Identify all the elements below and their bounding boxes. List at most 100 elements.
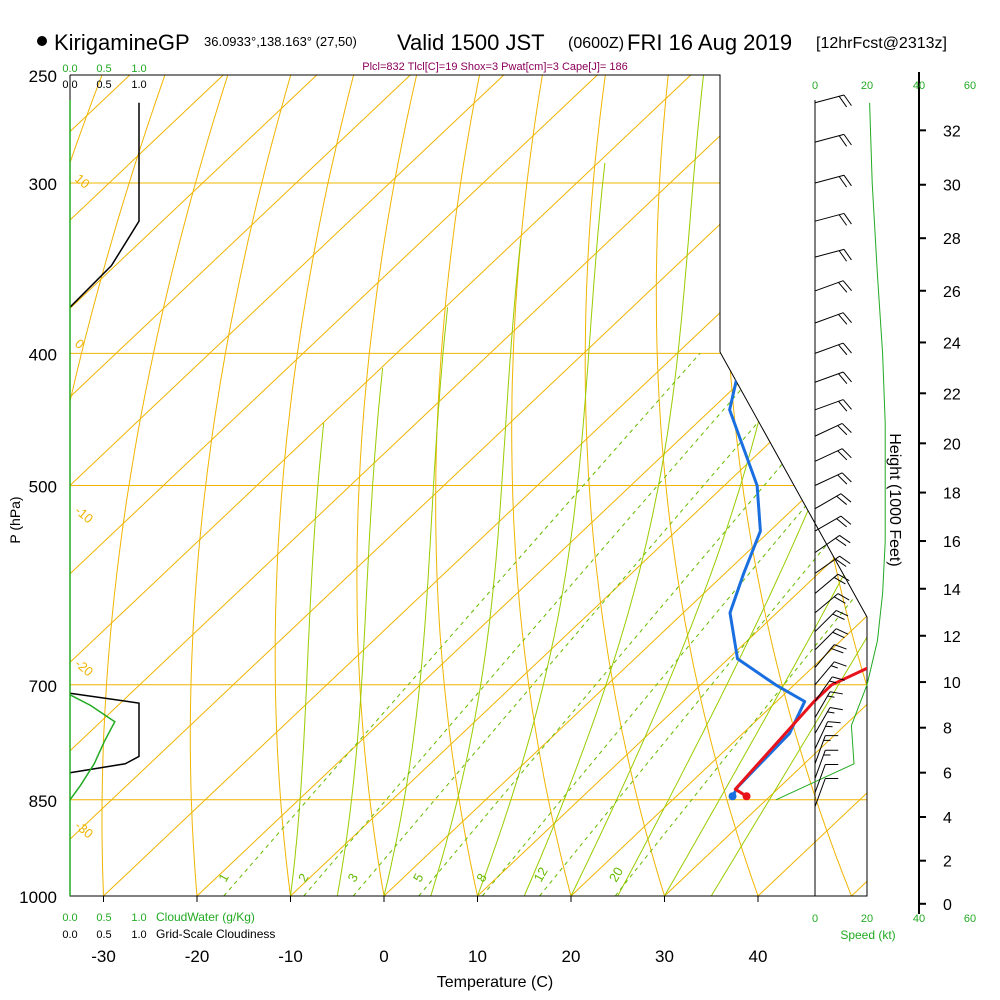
pressure-tick-label: 500 xyxy=(29,478,57,497)
side-panels xyxy=(69,94,886,896)
wind-barb xyxy=(814,610,849,633)
wind-barb xyxy=(814,555,851,574)
cloudwater-scale-top-1: 0.5 xyxy=(96,63,111,75)
dry-adiabat-line xyxy=(856,75,867,896)
station-name: KirigamineGP xyxy=(54,30,190,55)
valid-zulu: (0600Z) xyxy=(568,35,624,52)
dry-adiabat-line xyxy=(511,75,572,896)
wind-barb-flag xyxy=(841,472,852,483)
wind-barb xyxy=(814,94,852,108)
surface-temperature-marker xyxy=(742,792,751,801)
moist-adiabat-line xyxy=(617,75,867,896)
cloudiness-scale-bottom-1: 0.5 xyxy=(96,929,111,941)
isotherm-line xyxy=(70,75,224,896)
wind-barb-flag xyxy=(838,96,848,108)
isotherm-line xyxy=(70,75,505,896)
height-tick-label: 4 xyxy=(943,810,952,827)
cloudwater-scale-bottom-0: 0.0 xyxy=(62,912,77,924)
wind-barb-flag xyxy=(832,676,845,681)
wind-barb-flag xyxy=(834,661,847,667)
wind-speed-line xyxy=(775,102,886,801)
temp-tick-label: 0 xyxy=(379,947,388,966)
station-coords: 36.0933°,138.163° (27,50) xyxy=(204,34,357,49)
mixing-ratio-label: 3 xyxy=(344,871,361,885)
wind-barb xyxy=(814,371,852,384)
dry-adiabat-label: -10 xyxy=(72,503,96,527)
wind-barb-flag xyxy=(829,706,843,711)
wind-barb xyxy=(814,174,852,188)
wind-barb-half-flag xyxy=(830,665,838,669)
wind-barb-flag xyxy=(838,176,848,188)
speed-scale-bottom-2: 40 xyxy=(913,913,925,925)
wind-barb-flag xyxy=(834,644,847,650)
wind-barb xyxy=(814,342,852,356)
cloudiness-lower-line xyxy=(69,692,140,774)
wind-barb-flag xyxy=(835,537,847,547)
moist-adiabat-line xyxy=(523,75,704,896)
mixing-ratio-label: 20 xyxy=(606,865,626,885)
moist-adiabat-line xyxy=(477,162,606,896)
x-axis-title: Temperature (C) xyxy=(437,974,553,991)
wind-barb-half-flag xyxy=(829,680,837,684)
mixing-ratio-line xyxy=(418,352,867,896)
moist-adiabat-line xyxy=(383,307,449,896)
temp-tick-label: -20 xyxy=(185,947,210,966)
wind-barb xyxy=(814,472,852,486)
wind-barb xyxy=(814,133,852,147)
wind-barb-flag xyxy=(837,593,850,601)
speed-scale-top-2: 40 xyxy=(913,80,925,92)
wind-barb-flag xyxy=(843,174,852,187)
wind-barb-flag xyxy=(829,691,843,695)
wind-barb-flag xyxy=(838,400,848,412)
cloudiness-scale-bottom-0: 0.0 xyxy=(62,929,77,941)
mixing-ratio-line xyxy=(223,352,701,896)
speed-scale-bottom-1: 20 xyxy=(861,913,873,925)
wind-barb-flag xyxy=(830,647,844,654)
isotherm-line xyxy=(70,75,411,896)
isotherm-line xyxy=(70,75,318,896)
wind-barb-half-flag xyxy=(827,711,835,714)
height-tick-label: 32 xyxy=(943,123,961,140)
wind-barb-flag xyxy=(838,282,848,293)
wind-barb-flag xyxy=(842,280,852,291)
wind-barb xyxy=(814,644,847,668)
wind-barb-flag xyxy=(842,371,852,383)
wind-barb-flag xyxy=(833,576,846,585)
wind-barb-flag xyxy=(838,344,848,356)
mixing-ratio-label: 12 xyxy=(530,865,550,885)
wind-barb-flag xyxy=(838,250,848,262)
height-tick-label: 20 xyxy=(943,436,961,453)
wind-barb-flag xyxy=(835,558,847,567)
dry-adiabat-label: -30 xyxy=(72,818,96,842)
height-axis-title: Height (1000 Feet) xyxy=(886,433,903,566)
isotherm-label: 30 xyxy=(844,536,870,562)
height-tick-label: 30 xyxy=(943,178,961,195)
dry-adiabat-label: 10 xyxy=(72,171,93,192)
pressure-tick-label: 1000 xyxy=(19,888,57,907)
wind-barb xyxy=(814,764,839,793)
mixing-ratio-label: 2 xyxy=(295,871,312,885)
wind-barb xyxy=(814,691,843,718)
wind-barb xyxy=(814,212,852,226)
dry-adiabat-line xyxy=(101,75,237,896)
isotherm-label: 20 xyxy=(788,446,814,472)
surface-dewpoint-marker xyxy=(728,792,737,801)
cloudiness-scale-top-1: 0.5 xyxy=(96,79,111,91)
cloudwater-scale-bottom-2: 1.0 xyxy=(131,912,146,924)
height-tick-label: 26 xyxy=(943,284,961,301)
wind-barb xyxy=(814,493,852,510)
stability-indices: Plcl=832 Tlcl[C]=19 Shox=3 Pwat[cm]=3 Ca… xyxy=(362,61,627,73)
temp-tick-label: 40 xyxy=(749,947,768,966)
wind-barb-flag xyxy=(842,312,852,323)
wind-barb xyxy=(814,593,850,614)
isotherm-line xyxy=(290,75,867,896)
wind-barb-flag xyxy=(838,214,848,226)
wind-barb-flag xyxy=(842,342,852,354)
wind-barb-flag xyxy=(838,135,848,147)
dry-adiabat-line xyxy=(584,75,665,896)
mixing-ratio-label: 8 xyxy=(473,871,490,885)
wind-barb-staff xyxy=(814,472,843,486)
height-tick-label: 22 xyxy=(943,386,961,403)
